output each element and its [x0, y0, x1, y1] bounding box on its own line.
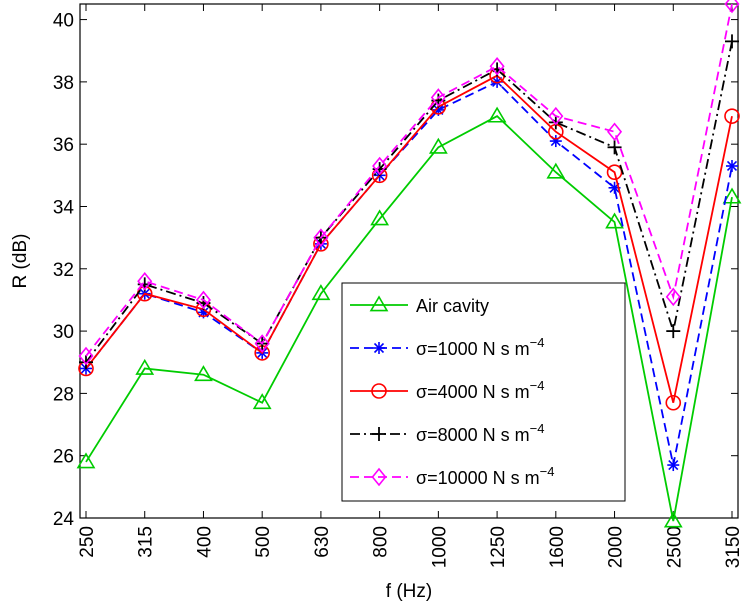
legend-box: [341, 282, 626, 502]
y-tick-label: 26: [53, 447, 74, 468]
data-point: [726, 159, 738, 172]
data-point: [666, 324, 681, 339]
data-point: [607, 140, 622, 155]
y-tick-label: 24: [53, 509, 75, 530]
y-tick-label: 34: [53, 197, 75, 218]
axes: 24 26 28 30 32 34 36 38 40 250 315 400 500 630 800 1000…: [53, 3, 744, 568]
series-line: [85, 3, 733, 357]
data-point: [546, 162, 566, 179]
series-line: [85, 41, 733, 363]
x-tick-label: 250: [77, 526, 98, 558]
data-point: [252, 393, 272, 410]
y-tick-label: 28: [53, 384, 74, 405]
x-tick-label: 500: [253, 526, 274, 558]
series-5: [78, 0, 740, 366]
y-tick-label: 30: [53, 322, 74, 343]
legend-marker: [371, 383, 387, 399]
data-point: [372, 156, 388, 176]
y-axis-title: R (dB): [10, 234, 31, 289]
data-point: [548, 106, 564, 126]
series-layer: [76, 0, 742, 528]
y-tick-label: 36: [53, 135, 74, 156]
legend-label: σ=1000 N s m−4: [416, 335, 545, 359]
data-point: [311, 284, 331, 301]
x-tick-label: 2500: [664, 526, 685, 568]
legend-label: σ=8000 N s m−4: [416, 421, 545, 445]
data-point: [195, 290, 211, 310]
x-tick-label: 1000: [429, 526, 450, 568]
series-line: [85, 80, 733, 466]
data-point: [313, 228, 329, 247]
x-tick-label: 1250: [488, 526, 509, 568]
x-axis-title: f (Hz): [386, 581, 432, 602]
data-point: [489, 57, 505, 76]
data-point: [724, 0, 740, 14]
x-tick-label: 1600: [547, 526, 568, 568]
data-point: [254, 334, 270, 353]
legend-label: σ=10000 N s m−4: [416, 464, 555, 488]
legend: Air cavity σ=1000 N s m−4 σ=4000 N s m−4 σ=…: [341, 282, 626, 502]
x-tick-label: 400: [194, 526, 215, 558]
x-tick-label: 2000: [606, 526, 627, 568]
legend-marker: [369, 295, 389, 312]
data-point: [194, 365, 213, 382]
y-tick-label: 38: [53, 73, 74, 94]
data-point: [135, 358, 155, 375]
data-point: [79, 355, 93, 370]
data-point: [725, 34, 739, 49]
legend-marker: [372, 427, 386, 441]
y-tick-label: 32: [53, 260, 74, 281]
data-point: [722, 187, 742, 204]
data-point: [607, 122, 623, 141]
data-point: [430, 88, 446, 107]
data-point: [548, 115, 563, 130]
legend-marker: [373, 342, 385, 354]
legend-label: Air cavity: [416, 296, 489, 316]
legend-item: σ=10000 N s m−4: [350, 464, 555, 488]
data-point: [665, 394, 682, 411]
legend-item: Air cavity: [350, 295, 489, 316]
data-point: [370, 209, 390, 226]
legend-label: σ=4000 N s m−4: [416, 378, 545, 402]
data-point: [606, 164, 623, 181]
data-point: [78, 346, 94, 366]
legend-item: σ=1000 N s m−4: [350, 335, 545, 359]
x-tick-label: 630: [312, 526, 333, 558]
data-point: [667, 459, 680, 472]
series-1: [76, 106, 742, 528]
data-point: [428, 137, 448, 154]
plot-frame: [79, 3, 739, 519]
data-point: [663, 511, 683, 528]
series-line: [85, 74, 733, 403]
data-point: [76, 452, 96, 469]
data-point: [724, 108, 740, 124]
data-point: [487, 106, 507, 123]
legend-item: σ=8000 N s m−4: [350, 421, 545, 445]
data-point: [665, 287, 681, 307]
data-point: [605, 212, 624, 229]
x-tick-label: 3150: [723, 526, 744, 568]
legend-item: σ=4000 N s m−4: [350, 378, 545, 402]
x-tick-label: 800: [371, 526, 392, 558]
y-tick-label: 40: [53, 11, 74, 32]
series-line: [85, 115, 733, 522]
x-tick-label: 315: [136, 526, 157, 558]
data-point: [137, 271, 153, 291]
legend-marker: [371, 467, 387, 487]
